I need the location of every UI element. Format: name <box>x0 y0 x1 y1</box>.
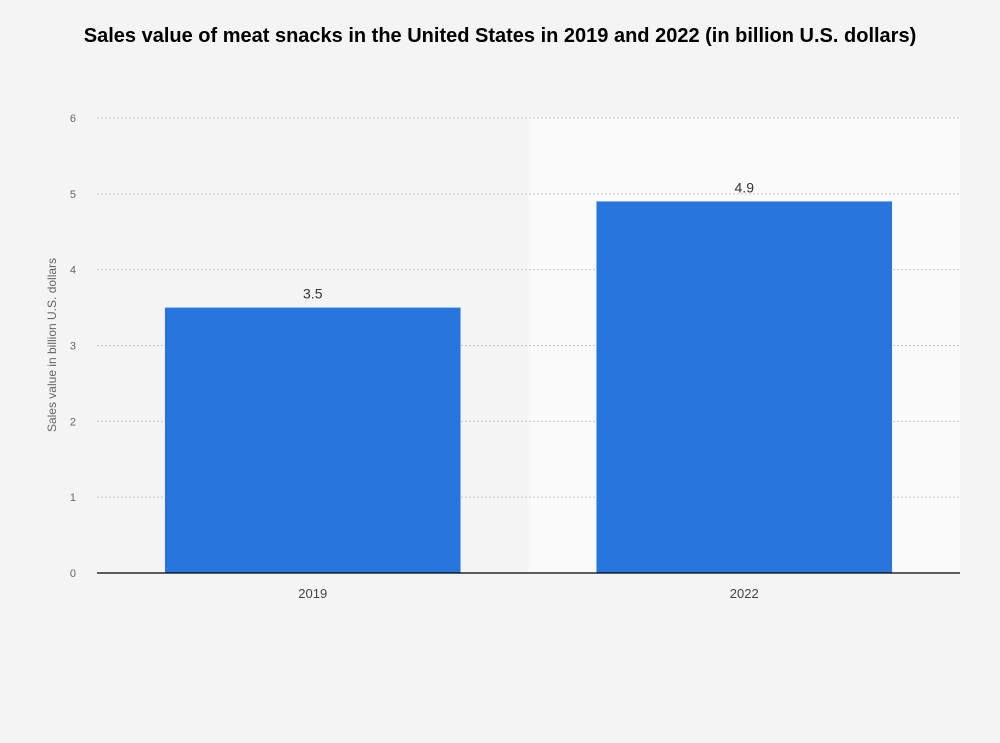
x-tick-label-2022: 2022 <box>730 586 759 601</box>
y-tick-label: 1 <box>70 492 76 504</box>
x-tick-label-2019: 2019 <box>298 586 327 601</box>
y-tick-label: 2 <box>70 416 76 428</box>
chart-title: Sales value of meat snacks in the United… <box>83 25 917 47</box>
data-label-2019: 3.5 <box>303 286 323 302</box>
y-tick-label: 5 <box>70 189 76 201</box>
y-tick-label: 4 <box>70 265 76 277</box>
bar-2022[interactable] <box>596 201 893 573</box>
labels: 0 1 2 3 4 5 6 3.5 2019 4.9 2022 <box>70 113 759 601</box>
y-tick-label: 3 <box>70 341 76 353</box>
bars <box>164 201 893 573</box>
y-axis-title: Sales value in billion U.S. dollars <box>45 258 59 432</box>
y-tick-label: 0 <box>70 568 76 580</box>
data-label-2022: 4.9 <box>735 179 755 195</box>
bar-2019[interactable] <box>164 307 461 573</box>
y-tick-label: 6 <box>70 113 76 125</box>
